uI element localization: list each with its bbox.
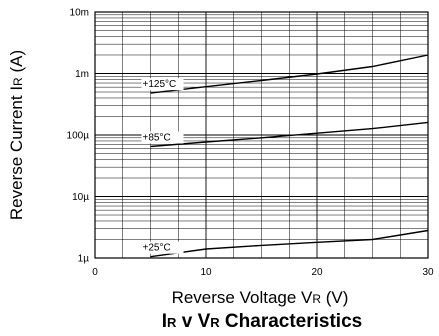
y-tick-label: 100µ (67, 131, 90, 142)
x-tick-label: 0 (92, 267, 98, 278)
y-tick-label: 10m (70, 8, 89, 19)
y-tick-label: 10µ (72, 192, 89, 203)
curve-labels: +125°C +85°C +25°C (141, 78, 184, 254)
y-tick-label: 1m (75, 69, 89, 80)
curves (150, 54, 429, 258)
series-line (150, 54, 429, 94)
curve-label-background (141, 78, 184, 91)
x-axis-title: Reverse Voltage VR (V) (172, 288, 349, 307)
series-name-label: +125°C (143, 79, 177, 90)
plot-frame (94, 11, 429, 259)
curve-label: +85°C (141, 131, 184, 144)
y-tick-label: 1µ (78, 254, 90, 265)
curve-label: +25°C (141, 241, 184, 254)
series-line (150, 121, 429, 148)
curve-label-background (141, 131, 184, 144)
series-line (150, 229, 429, 258)
series-name-label: +25°C (143, 243, 171, 254)
x-tick-label: 30 (422, 267, 434, 278)
y-axis-title: Reverse Current IR (A) (7, 50, 26, 220)
y-tick-labels: 1µ 10µ 100µ 1m 10m (67, 8, 90, 265)
curve-label: +125°C (141, 78, 184, 91)
chart-title: IR v VR Characteristics (162, 311, 362, 332)
series-name-label: +85°C (143, 133, 171, 144)
x-tick-label: 20 (311, 267, 323, 278)
x-tick-label: 10 (200, 267, 212, 278)
x-tick-labels: 0 10 20 30 (92, 267, 434, 278)
curve-label-background (141, 241, 184, 254)
